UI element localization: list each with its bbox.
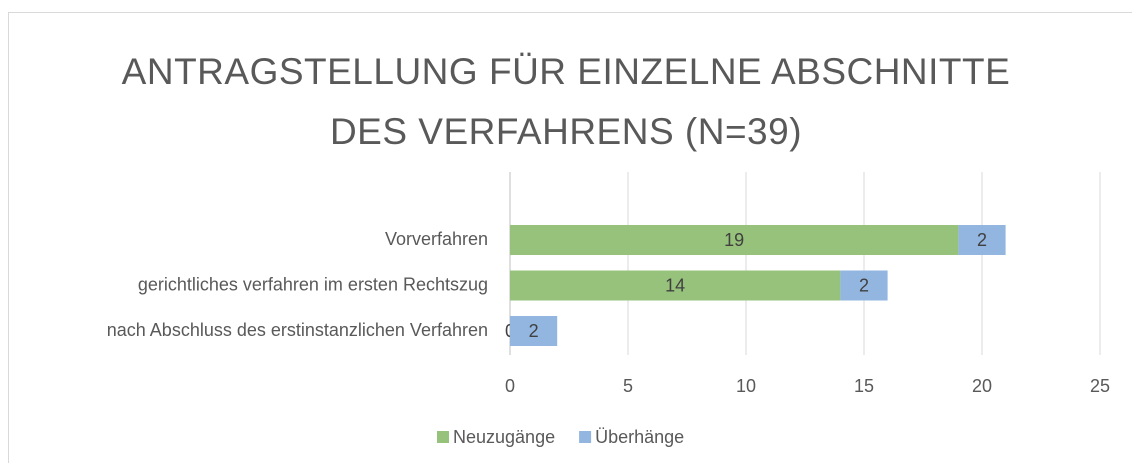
legend-swatch [579, 431, 592, 443]
y-tick-label: nach Abschluss des erstinstanzlichen Ver… [107, 320, 488, 340]
bar-segment [510, 225, 959, 255]
data-label: 2 [529, 321, 539, 341]
data-label: 19 [724, 230, 744, 250]
x-tick-label: 0 [505, 376, 515, 396]
legend-label: Überhänge [595, 427, 684, 447]
bar-segment [840, 270, 888, 301]
bar-segment [510, 270, 841, 301]
chart-title: ANTRAGSTELLUNG FÜR EINZELNE ABSCHNITTE D… [121, 51, 1011, 152]
legend-swatch [437, 431, 449, 443]
x-tick-label: 20 [972, 376, 992, 396]
chart-border [8, 12, 1132, 463]
data-label: 2 [859, 275, 869, 295]
bar-segment [958, 225, 1006, 255]
bar-segment [510, 316, 558, 346]
x-tick-label: 5 [623, 376, 633, 396]
data-label: 2 [977, 230, 987, 250]
data-label: 14 [665, 275, 685, 295]
y-tick-label: Vorverfahren [385, 229, 488, 249]
y-tick-label: gerichtliches verfahren im ersten Rechts… [138, 274, 488, 294]
x-tick-label: 25 [1090, 376, 1110, 396]
legend-label: Neuzugänge [453, 427, 555, 447]
x-tick-label: 10 [736, 376, 756, 396]
x-tick-label: 15 [854, 376, 874, 396]
